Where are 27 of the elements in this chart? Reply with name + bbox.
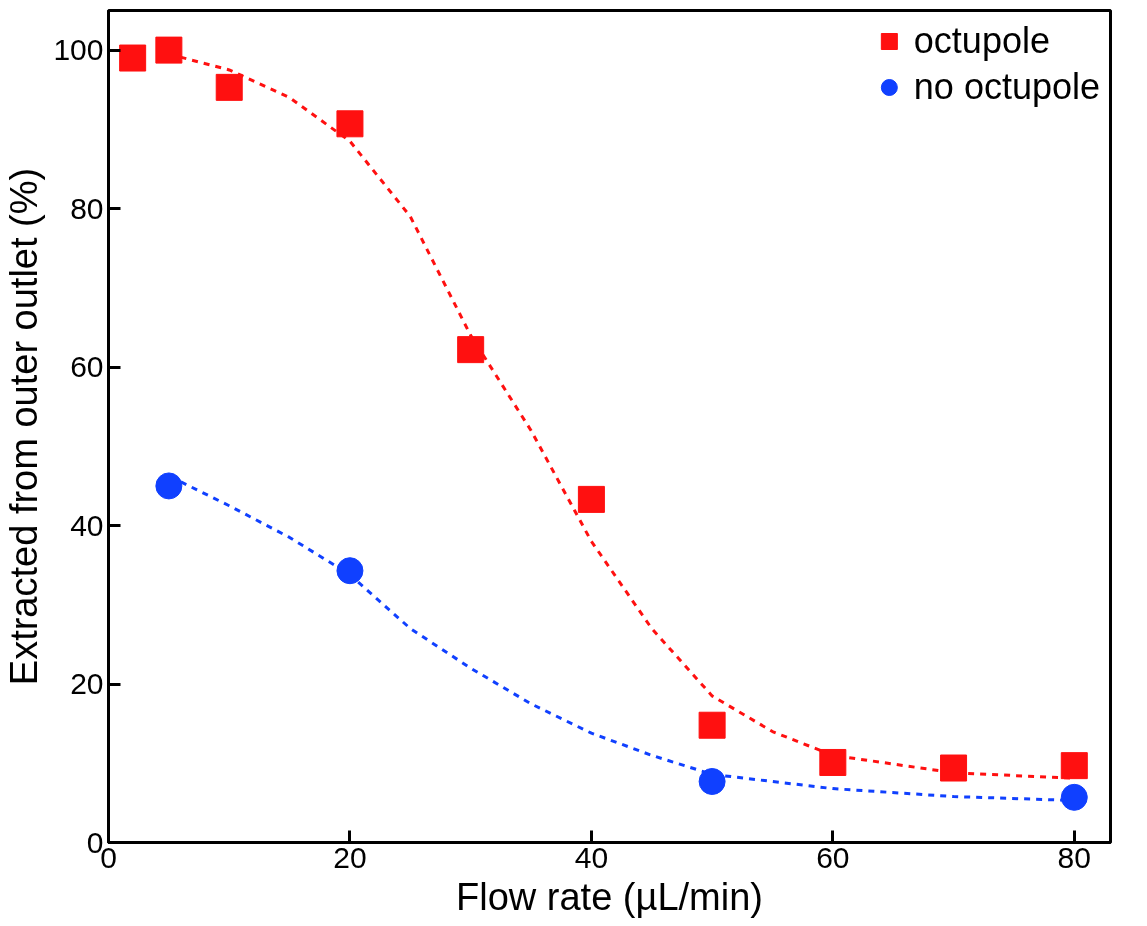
point bbox=[819, 748, 847, 776]
x-tick-label: 80 bbox=[1057, 840, 1091, 874]
y-tick-label: 20 bbox=[70, 667, 104, 701]
point bbox=[336, 110, 364, 138]
point bbox=[940, 754, 968, 782]
x-tick-label: 20 bbox=[333, 840, 367, 874]
point bbox=[698, 711, 726, 739]
point bbox=[457, 336, 485, 364]
y-tick-label: 40 bbox=[70, 508, 104, 542]
point bbox=[155, 472, 183, 500]
point bbox=[336, 557, 364, 585]
x-axis-title: Flow rate (µL/min) bbox=[456, 875, 763, 918]
point bbox=[698, 768, 726, 795]
x-tick-label: 60 bbox=[816, 840, 850, 874]
point bbox=[1060, 752, 1088, 780]
legend-label: no octupole bbox=[913, 66, 1100, 108]
point bbox=[215, 73, 243, 101]
point bbox=[577, 485, 605, 513]
x-tick-label: 40 bbox=[574, 840, 609, 874]
point bbox=[155, 36, 183, 64]
y-axis-title: Extracted from outer outlet (%) bbox=[3, 167, 46, 686]
y-tick-label: 100 bbox=[53, 33, 104, 67]
legend-label: octupole bbox=[913, 20, 1050, 62]
y-tick-label: 60 bbox=[70, 350, 104, 384]
y-tick-label: 80 bbox=[70, 191, 104, 225]
point bbox=[119, 44, 147, 72]
point bbox=[1060, 783, 1088, 811]
